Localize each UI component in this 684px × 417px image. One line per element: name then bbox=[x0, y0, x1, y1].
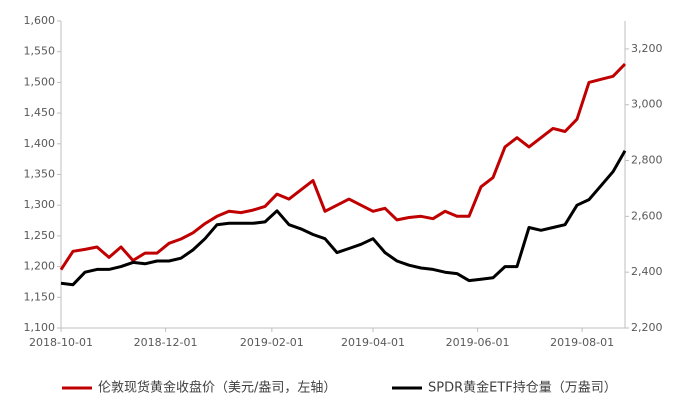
x-tick-label: 2019-04-01 bbox=[341, 336, 405, 349]
x-tick-label: 2019-06-01 bbox=[446, 336, 510, 349]
y-tick-label: 1,250 bbox=[24, 229, 56, 242]
y2-tick-label: 3,200 bbox=[631, 42, 663, 55]
series-line bbox=[60, 150, 627, 287]
y2-tick-label: 2,800 bbox=[631, 154, 663, 167]
y-tick-label: 1,600 bbox=[24, 14, 56, 27]
y-tick-label: 1,400 bbox=[24, 137, 56, 150]
legend-label: 伦敦现货黄金收盘价（美元/盎司，左轴） bbox=[98, 380, 336, 396]
x-tick-label: 2019-08-01 bbox=[550, 336, 614, 349]
y-tick-label: 1,350 bbox=[24, 168, 56, 181]
y-tick-label: 1,200 bbox=[24, 260, 56, 273]
x-tick-label: 2018-12-01 bbox=[134, 336, 198, 349]
y2-tick-label: 3,000 bbox=[631, 98, 663, 111]
y-tick-label: 1,500 bbox=[24, 75, 56, 88]
y-tick-label: 1,550 bbox=[24, 45, 56, 58]
y-tick-label: 1,450 bbox=[24, 106, 56, 119]
x-tick-label: 2018-10-01 bbox=[29, 336, 93, 349]
y2-tick-label: 2,200 bbox=[631, 321, 663, 334]
y2-tick-label: 2,400 bbox=[631, 265, 663, 278]
y-tick-label: 1,150 bbox=[24, 290, 56, 303]
series-line bbox=[59, 62, 627, 271]
y2-tick-label: 2,600 bbox=[631, 209, 663, 222]
y-tick-label: 1,300 bbox=[24, 198, 56, 211]
y-tick-label: 1,100 bbox=[24, 321, 56, 334]
legend-label: SPDR黄金ETF持仓量（万盎司） bbox=[428, 380, 617, 396]
x-tick-label: 2019-02-01 bbox=[240, 336, 304, 349]
